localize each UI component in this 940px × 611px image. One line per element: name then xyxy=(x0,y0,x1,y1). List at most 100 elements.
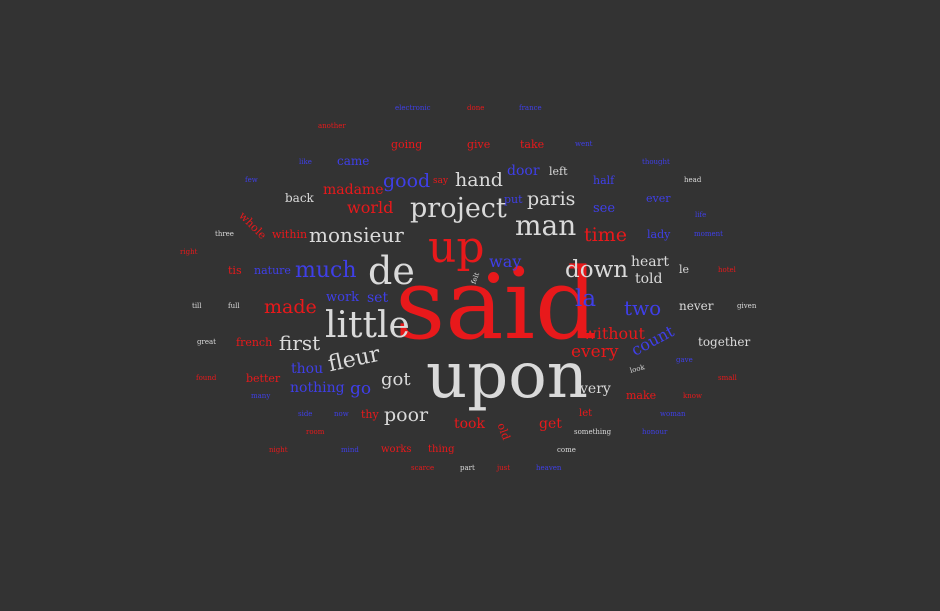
word-go: go xyxy=(350,379,372,399)
word-lady: lady xyxy=(647,228,671,241)
word-going: going xyxy=(391,138,423,151)
word-thy: thy xyxy=(361,408,379,421)
word-night: night xyxy=(269,446,288,454)
word-know: know xyxy=(683,392,702,400)
word-electronic: electronic xyxy=(395,104,431,112)
word-say: say xyxy=(433,176,449,186)
word-thought: thought xyxy=(642,158,670,166)
word-half: half xyxy=(593,174,615,187)
word-take: take xyxy=(520,138,545,151)
word-very: very xyxy=(580,381,611,397)
word-mind: mind xyxy=(341,446,359,454)
word-something: something xyxy=(574,428,612,436)
word-heaven: heaven xyxy=(536,464,562,472)
word-took: took xyxy=(454,416,485,432)
word-like: like xyxy=(299,158,312,166)
word-look: look xyxy=(629,363,646,375)
word-right: right xyxy=(180,248,198,256)
word-together: together xyxy=(698,335,751,349)
word-give: give xyxy=(467,138,491,151)
word-given: given xyxy=(737,302,757,310)
word-few: few xyxy=(245,176,258,184)
word-head: head xyxy=(684,176,702,184)
word-project: project xyxy=(410,193,507,224)
word-monsieur: monsieur xyxy=(309,223,404,247)
word-nothing: nothing xyxy=(290,380,345,396)
word-hand: hand xyxy=(455,169,503,191)
word-old: old xyxy=(494,421,513,442)
word-nature: nature xyxy=(254,264,291,277)
word-went: went xyxy=(575,140,593,148)
word-moment: moment xyxy=(694,230,723,238)
red-dot xyxy=(488,272,499,283)
word-down: down xyxy=(565,257,629,283)
word-set: set xyxy=(367,290,389,306)
word-door: door xyxy=(507,163,540,179)
word-part: part xyxy=(460,464,475,472)
word-made: made xyxy=(264,296,317,318)
word-paris: paris xyxy=(527,188,576,210)
word-tis: tis xyxy=(228,264,242,277)
word-full: full xyxy=(228,302,240,310)
word-up: up xyxy=(428,222,485,273)
word-poor: poor xyxy=(384,404,429,426)
word-another: another xyxy=(318,122,346,130)
word-room: room xyxy=(306,428,325,436)
word-de: de xyxy=(368,249,415,293)
word-never: never xyxy=(679,299,714,313)
word-madame: madame xyxy=(323,182,384,198)
word-france: france xyxy=(519,104,542,112)
word-back: back xyxy=(285,191,314,205)
word-way: way xyxy=(489,252,522,271)
word-put: put xyxy=(504,193,523,206)
word-told: told xyxy=(635,271,663,287)
word-every: every xyxy=(571,342,619,362)
word-many: many xyxy=(251,392,271,400)
word-thing: thing xyxy=(428,444,455,455)
word-thou: thou xyxy=(291,361,324,377)
word-honour: honour xyxy=(642,428,668,436)
word-upon: upon xyxy=(426,339,588,413)
word-found: found xyxy=(196,374,217,382)
word-world: world xyxy=(347,198,394,217)
word-time: time xyxy=(584,224,627,246)
word-see: see xyxy=(593,201,616,216)
word-ever: ever xyxy=(646,192,671,205)
word-fleur: fleur xyxy=(325,341,383,378)
word-gave: gave xyxy=(676,356,693,364)
word-hotel: hotel xyxy=(718,266,736,274)
word-make: make xyxy=(626,389,657,402)
word-french: french xyxy=(236,336,273,349)
word-without: without xyxy=(583,324,645,343)
word-great: great xyxy=(197,338,216,346)
word-much: much xyxy=(295,258,357,283)
word-first: first xyxy=(279,331,321,355)
word-man: man xyxy=(515,209,577,242)
word-work: work xyxy=(326,290,360,305)
word-good: good xyxy=(383,170,431,192)
word-heart: heart xyxy=(631,254,669,270)
word-little: little xyxy=(325,305,410,346)
word-le: le xyxy=(679,263,690,276)
word-done: done xyxy=(467,104,485,112)
word-whole: whole xyxy=(236,209,269,242)
word-now: now xyxy=(334,410,349,418)
word-just: just xyxy=(497,464,511,472)
word-better: better xyxy=(246,372,281,385)
word-get: get xyxy=(539,416,562,432)
word-works: works xyxy=(381,444,412,455)
word-small: small xyxy=(718,374,737,382)
word-scarce: scarce xyxy=(411,464,435,472)
word-woman: woman xyxy=(660,410,686,418)
word-two: two xyxy=(624,296,662,320)
word-came: came xyxy=(337,154,370,168)
word-three: three xyxy=(215,230,234,238)
word-life: life xyxy=(695,211,707,219)
word-within: within xyxy=(272,228,308,241)
word-let: let xyxy=(579,408,593,419)
word-till: till xyxy=(192,302,202,310)
word-left: left xyxy=(549,165,568,178)
word-la: la xyxy=(575,286,597,312)
word-come: come xyxy=(557,446,576,454)
